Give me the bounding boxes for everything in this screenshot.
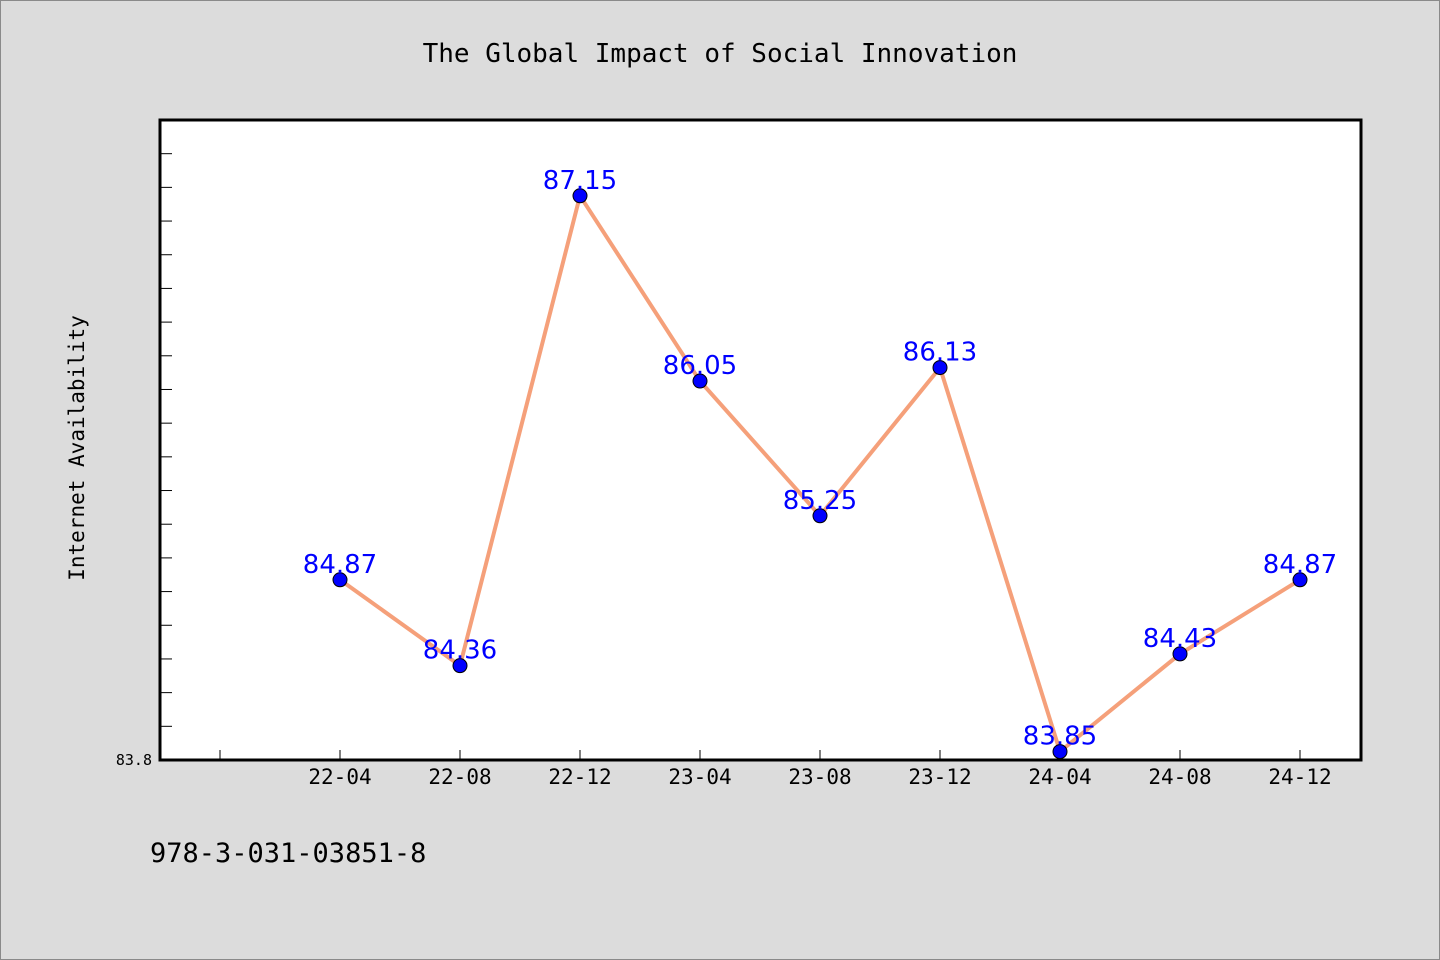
x-axis-ticks: 22-04 22-08 22-12 23-04 23-08 23-12 24-04 24-08… bbox=[219, 750, 1332, 789]
data-label: 84.36 bbox=[423, 636, 497, 666]
x-tick-label: 23-08 bbox=[788, 765, 851, 789]
footnote-isbn: 978-3-031-03851-8 bbox=[150, 838, 426, 869]
data-point bbox=[692, 373, 708, 389]
x-tick-label: 23-12 bbox=[908, 765, 971, 789]
data-points bbox=[332, 188, 1308, 760]
plot-area bbox=[158, 118, 1363, 762]
data-labels: 84.87 84.36 87.15 86.05 85.25 86.13 83.85 84.43… bbox=[303, 166, 1337, 752]
x-tick-label: 24-12 bbox=[1268, 765, 1331, 789]
data-label: 84.87 bbox=[1263, 550, 1337, 580]
data-point bbox=[1172, 646, 1188, 662]
y-axis-ticks: 83.8 bbox=[116, 119, 172, 769]
data-point bbox=[812, 508, 828, 524]
data-label: 86.13 bbox=[903, 338, 977, 368]
data-label: 83.85 bbox=[1023, 722, 1097, 752]
chart-title: The Global Impact of Social Innovation bbox=[423, 39, 1018, 69]
data-point bbox=[932, 360, 948, 376]
data-point bbox=[572, 188, 588, 204]
data-point bbox=[452, 658, 468, 674]
x-tick-label: 24-08 bbox=[1148, 765, 1211, 789]
data-point bbox=[1292, 572, 1308, 588]
data-label: 86.05 bbox=[663, 351, 737, 381]
x-tick-label: 24-04 bbox=[1028, 765, 1091, 789]
y-tick-label: 83.8 bbox=[116, 751, 152, 769]
x-tick-label: 23-04 bbox=[668, 765, 731, 789]
data-label: 87.15 bbox=[543, 166, 617, 196]
data-point bbox=[332, 572, 348, 588]
data-point bbox=[1052, 744, 1068, 760]
y-axis-label: Internet Availability bbox=[65, 315, 89, 581]
x-tick-label: 22-12 bbox=[548, 765, 611, 789]
data-label: 84.43 bbox=[1143, 624, 1217, 654]
x-tick-label: 22-08 bbox=[428, 765, 491, 789]
data-label: 85.25 bbox=[783, 486, 857, 516]
x-tick-label: 22-04 bbox=[308, 765, 371, 789]
data-label: 84.87 bbox=[303, 550, 377, 580]
